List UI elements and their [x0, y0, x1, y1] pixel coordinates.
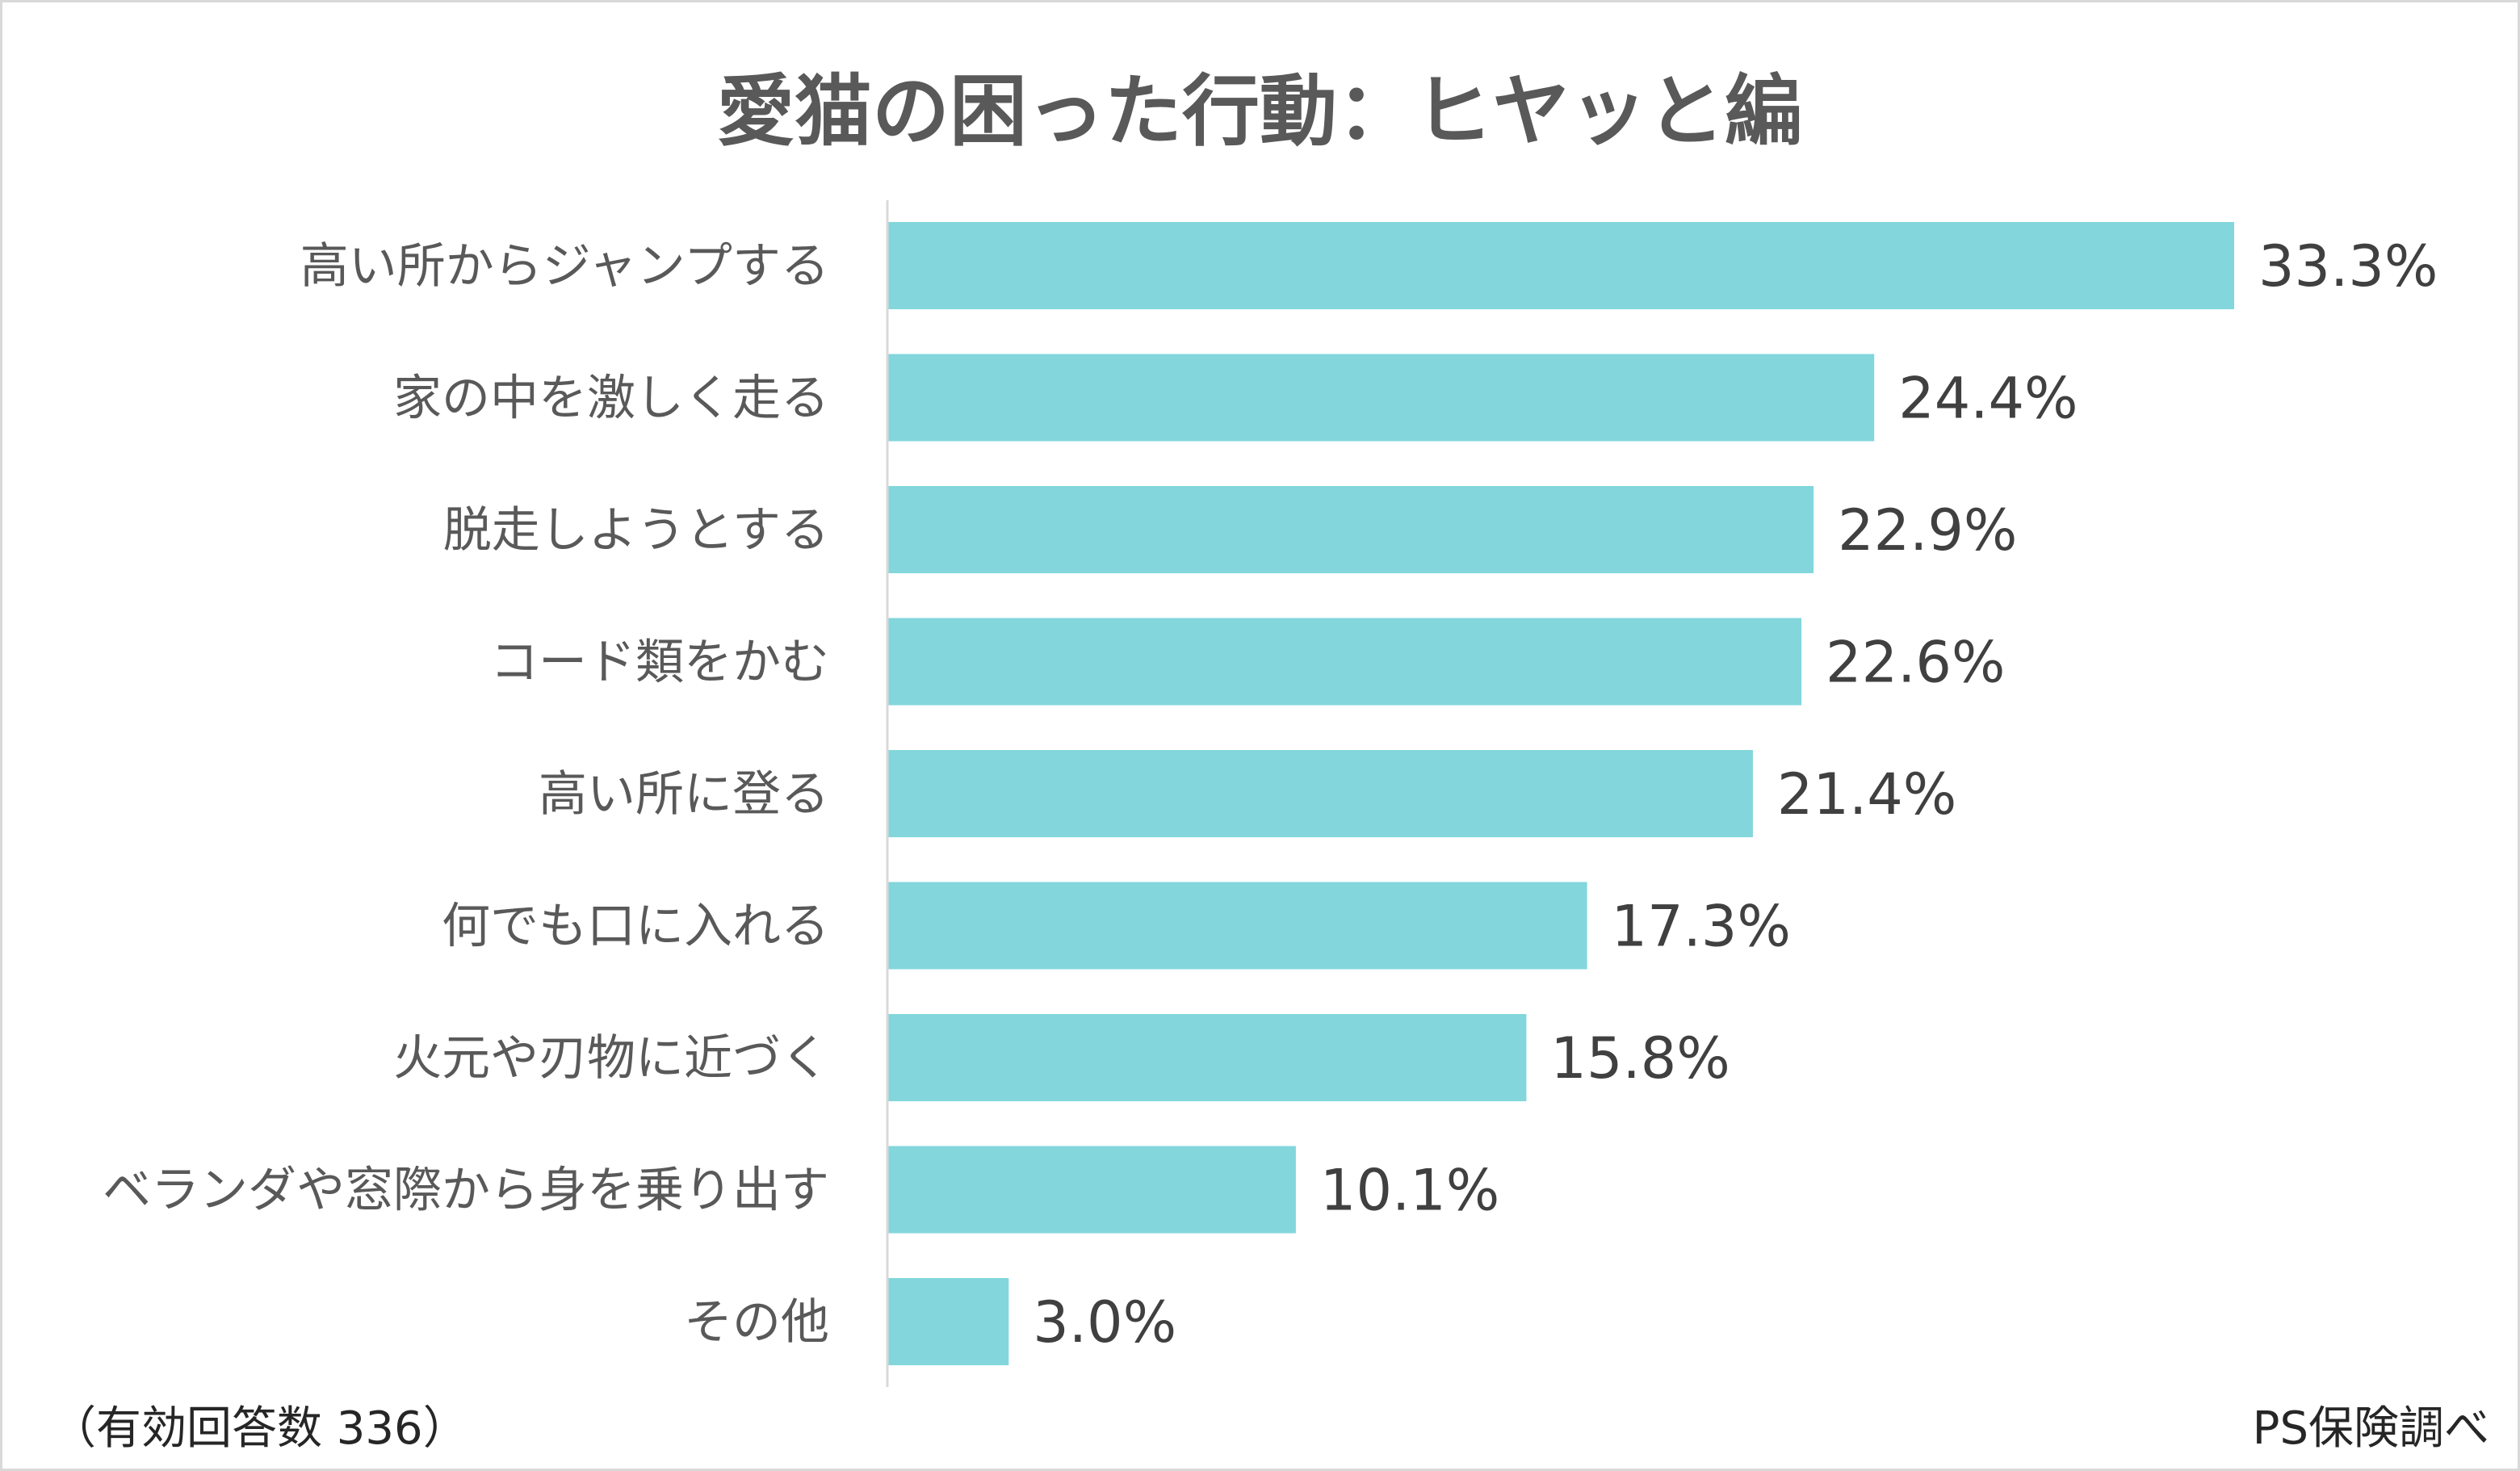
bar [887, 222, 2234, 309]
value-label: 21.4% [1777, 761, 1956, 828]
footnote-source: PS保険調べ [2253, 1402, 2489, 1455]
bar [887, 486, 1814, 573]
value-label: 22.6% [1826, 630, 2005, 696]
bar [887, 1278, 1009, 1365]
value-label: 24.4% [1898, 366, 2078, 432]
category-label: 高い所からジャンプする [300, 238, 829, 295]
bar [887, 750, 1753, 837]
footnote-sample-size: （有効回答数 336） [51, 1402, 468, 1455]
value-label: 15.8% [1550, 1025, 1730, 1092]
category-label: 何でも口に入れる [442, 899, 829, 955]
bars-group: 高い所からジャンプする 33.3% 家の中を激しく走る 24.4% 脱走しようとする 22… [103, 222, 2438, 1365]
value-label: 22.9% [1838, 497, 2017, 564]
category-label: 脱走しようとする [443, 502, 829, 559]
bar [887, 882, 1587, 970]
category-label: 家の中を激しく走る [393, 371, 829, 427]
category-label: コード類をかむ [490, 635, 829, 691]
category-label: その他 [684, 1294, 829, 1351]
category-label: ベランダや窓際から身を乗り出す [103, 1163, 829, 1219]
bar [887, 1146, 1296, 1234]
value-label: 33.3% [2258, 233, 2438, 300]
value-label: 3.0% [1033, 1289, 1176, 1356]
category-label: 高い所に登る [539, 766, 829, 823]
bar [887, 618, 1802, 706]
bar [887, 1014, 1527, 1101]
chart-title: 愛猫の困った行動：ヒヤッと編 [717, 66, 1802, 157]
bar [887, 354, 1875, 442]
value-label: 17.3% [1612, 894, 1791, 960]
value-label: 10.1% [1320, 1158, 1499, 1224]
category-label: 火元や刃物に近づく [393, 1030, 829, 1087]
